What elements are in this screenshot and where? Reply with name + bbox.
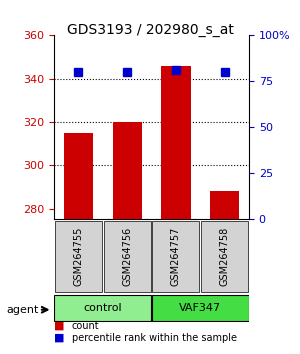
Text: GDS3193 / 202980_s_at: GDS3193 / 202980_s_at bbox=[67, 23, 233, 37]
Text: GSM264756: GSM264756 bbox=[122, 227, 132, 286]
Text: agent: agent bbox=[6, 305, 38, 315]
Text: control: control bbox=[83, 303, 122, 313]
Text: GSM264757: GSM264757 bbox=[171, 227, 181, 286]
Text: GSM264758: GSM264758 bbox=[220, 227, 230, 286]
FancyBboxPatch shape bbox=[152, 295, 248, 321]
FancyBboxPatch shape bbox=[104, 221, 151, 292]
Text: ■: ■ bbox=[54, 333, 64, 343]
Bar bbox=[161, 66, 190, 219]
Text: VAF347: VAF347 bbox=[179, 303, 221, 313]
FancyBboxPatch shape bbox=[55, 221, 102, 292]
Bar bbox=[112, 122, 142, 219]
FancyBboxPatch shape bbox=[152, 221, 199, 292]
Text: ■: ■ bbox=[54, 321, 64, 331]
Bar bbox=[64, 133, 93, 219]
Bar bbox=[210, 191, 239, 219]
Text: percentile rank within the sample: percentile rank within the sample bbox=[72, 333, 237, 343]
Text: GSM264755: GSM264755 bbox=[74, 227, 83, 286]
FancyBboxPatch shape bbox=[55, 295, 151, 321]
Text: count: count bbox=[72, 321, 100, 331]
FancyBboxPatch shape bbox=[201, 221, 248, 292]
